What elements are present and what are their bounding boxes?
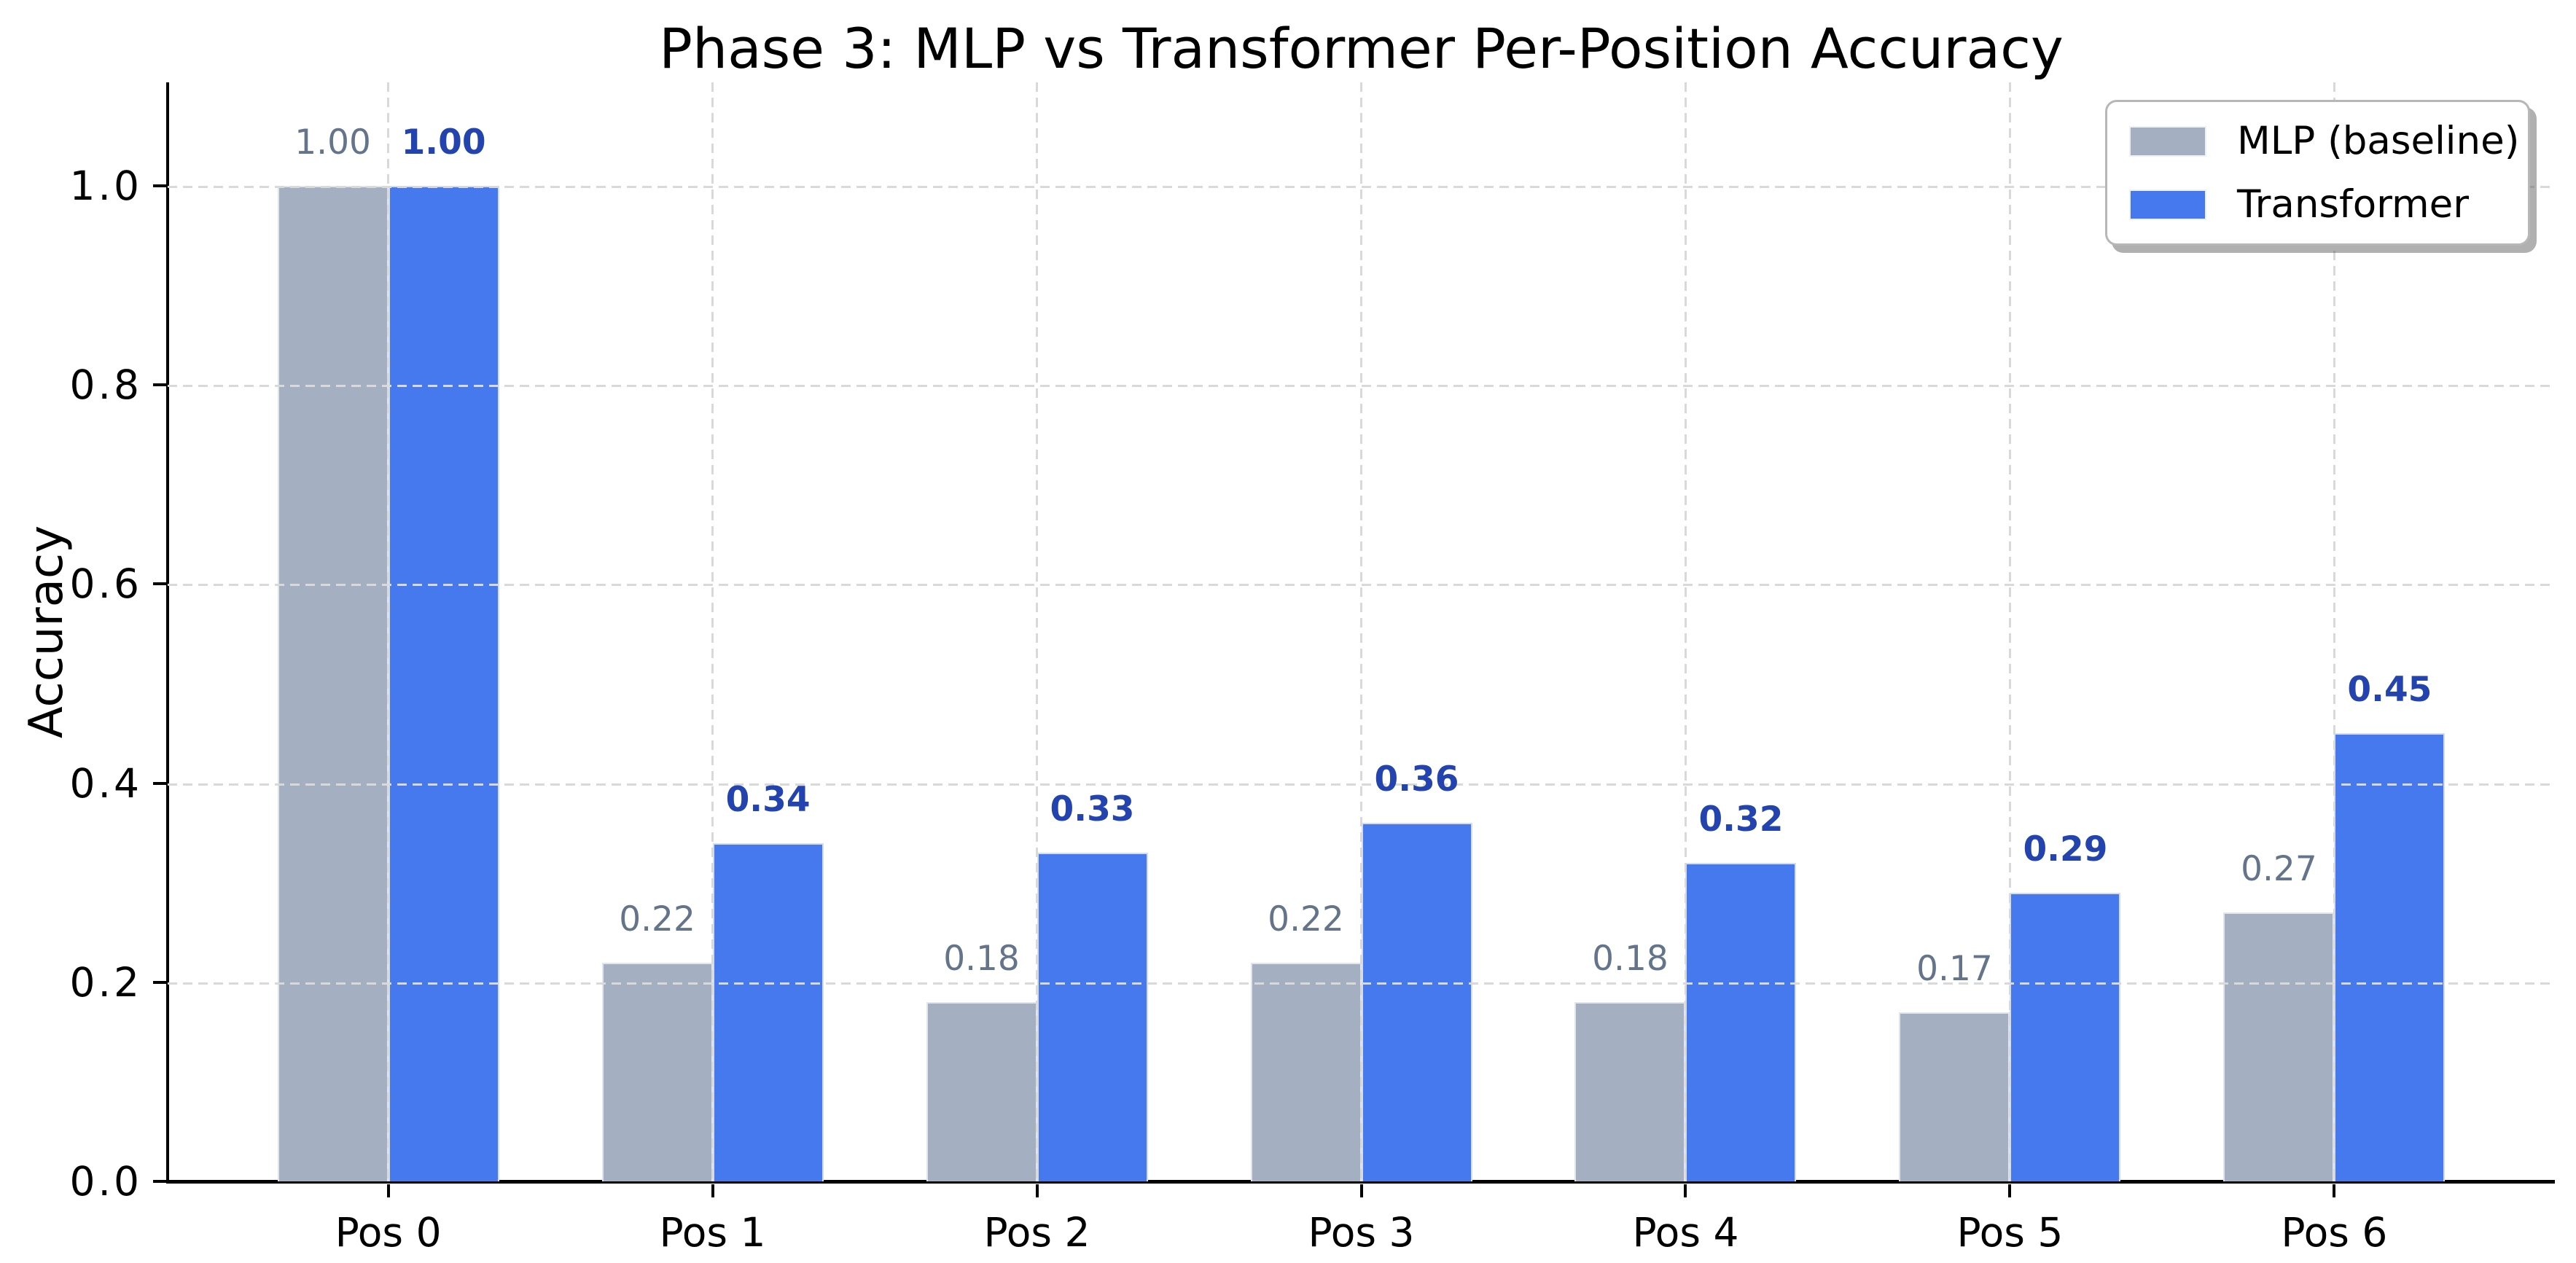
x-tick-label: Pos 1 [659, 1209, 766, 1256]
y-tick [153, 582, 168, 586]
y-axis-line [166, 82, 169, 1183]
chart-title: Phase 3: MLP vs Transformer Per-Position… [659, 16, 2064, 81]
legend-label: MLP (baseline) [2237, 119, 2520, 163]
y-tick [153, 1180, 168, 1183]
legend-swatch [2129, 125, 2206, 157]
value-label-transformer: 0.34 [725, 779, 811, 820]
value-label-transformer: 0.45 [2347, 670, 2432, 711]
y-tick-label: 0.4 [69, 759, 142, 807]
y-tick [153, 383, 168, 387]
x-tick-label: Pos 0 [335, 1209, 442, 1256]
bar-transformer [1685, 862, 1797, 1181]
x-tick-label: Pos 4 [1632, 1209, 1739, 1256]
gridline-v [387, 82, 390, 1181]
value-label-mlp: 0.22 [1268, 899, 1344, 939]
y-tick [153, 980, 168, 984]
y-tick-label: 0.8 [69, 361, 142, 409]
value-label-transformer: 0.36 [1374, 759, 1459, 800]
gridline-v [2008, 82, 2011, 1181]
y-tick-label: 0.6 [69, 560, 142, 608]
y-tick [153, 184, 168, 188]
y-tick-label: 0.2 [69, 958, 142, 1006]
value-label-mlp: 1.00 [294, 122, 371, 163]
y-tick-label: 0.0 [69, 1158, 142, 1205]
value-label-mlp: 0.18 [943, 939, 1020, 979]
x-tick [2333, 1184, 2336, 1197]
value-label-transformer: 0.33 [1050, 789, 1135, 830]
bar-transformer [1361, 823, 1472, 1181]
value-label-mlp: 0.27 [2241, 849, 2317, 890]
gridline-v [1360, 82, 1362, 1181]
legend-entry: Transformer [2129, 182, 2506, 227]
y-tick [153, 781, 168, 785]
value-label-transformer: 0.32 [1698, 799, 1784, 840]
bar-mlp [1250, 962, 1362, 1181]
bar-transformer [712, 842, 824, 1181]
x-tick-label: Pos 3 [1308, 1209, 1415, 1256]
x-tick-label: Pos 5 [1956, 1209, 2064, 1256]
x-axis-line [166, 1180, 2555, 1184]
value-label-transformer: 0.29 [2023, 829, 2108, 869]
value-label-mlp: 0.22 [619, 899, 695, 939]
bar-transformer [2010, 892, 2121, 1181]
gridline-v [1684, 82, 1687, 1181]
bar-mlp [1574, 1002, 1686, 1181]
x-tick [1035, 1184, 1039, 1197]
legend: MLP (baseline) Transformer [2105, 100, 2530, 246]
gridline-v [711, 82, 714, 1181]
value-label-mlp: 0.18 [1592, 939, 1668, 979]
bar-transformer [1037, 853, 1148, 1181]
bar-mlp [926, 1002, 1037, 1181]
value-label-mlp: 0.17 [1916, 948, 1993, 989]
bar-transformer [388, 186, 499, 1181]
bar-mlp [277, 186, 389, 1181]
gridline-v [2333, 82, 2335, 1181]
legend-swatch [2129, 189, 2206, 220]
x-tick [1684, 1184, 1687, 1197]
gridline-v [1036, 82, 1039, 1181]
bar-transformer [2334, 733, 2446, 1181]
bar-mlp [2223, 912, 2335, 1181]
y-axis-label: Accuracy [20, 525, 74, 739]
x-tick-label: Pos 6 [2281, 1209, 2388, 1256]
x-tick [1359, 1184, 1363, 1197]
x-tick-label: Pos 2 [983, 1209, 1090, 1256]
value-label-transformer: 1.00 [401, 122, 486, 163]
plot-area: 1.00 0.22 0.18 0.22 0.18 0.17 0.27 1.00 0.34 0.33… [168, 82, 2555, 1181]
bar-mlp [601, 962, 713, 1181]
y-tick-label: 1.0 [69, 163, 142, 210]
x-tick [386, 1184, 390, 1197]
x-tick [711, 1184, 714, 1197]
x-tick [2008, 1184, 2012, 1197]
bar-mlp [1899, 1012, 2010, 1181]
legend-entry: MLP (baseline) [2129, 119, 2519, 163]
legend-label: Transformer [2237, 182, 2470, 227]
